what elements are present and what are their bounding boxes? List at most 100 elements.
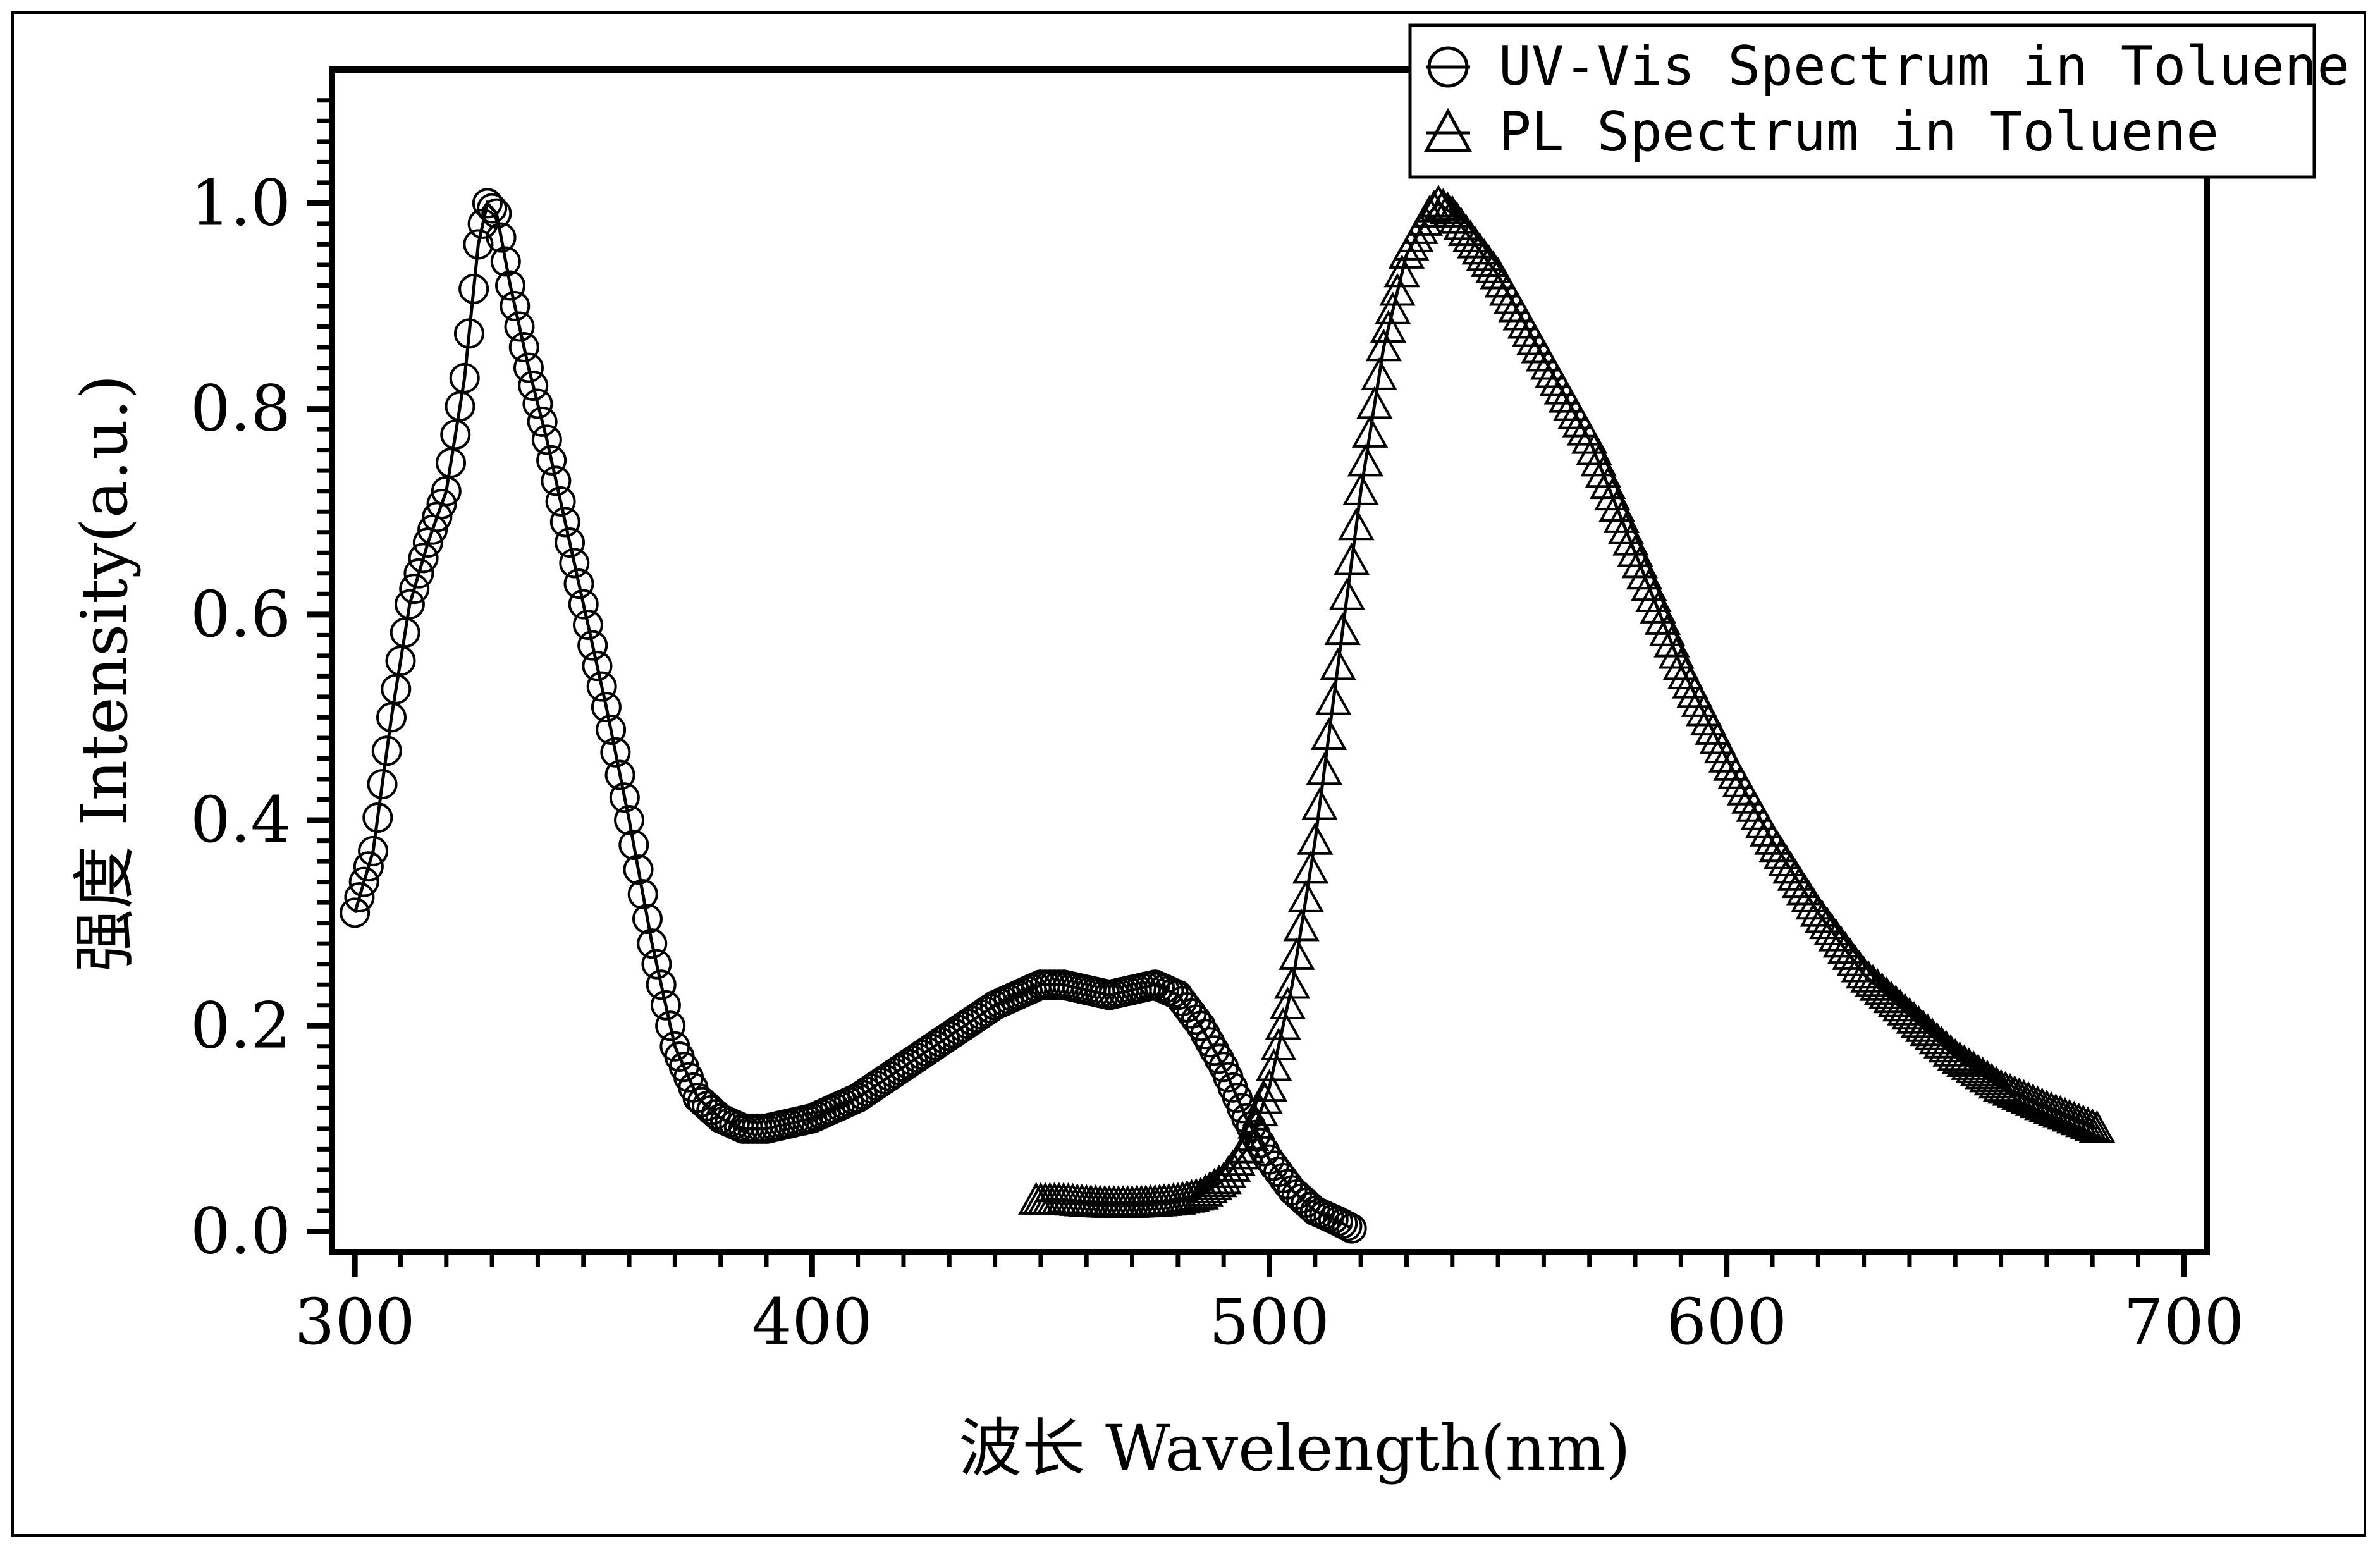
pl-point xyxy=(1425,188,1462,221)
uv-vis-point xyxy=(568,589,599,620)
pl-point xyxy=(1269,986,1306,1019)
pl-point xyxy=(1946,1044,1983,1078)
uv-vis-point xyxy=(627,879,658,910)
plot-markers xyxy=(340,184,2116,1244)
uv-vis-point xyxy=(563,568,594,599)
uv-vis-point xyxy=(572,610,603,641)
pl-point xyxy=(1306,752,1342,785)
legend-symbol-pl xyxy=(1423,108,1473,152)
y-axis-ticks xyxy=(307,98,332,1234)
x-axis-title: 波长 Wavelength(nm) xyxy=(959,1411,1631,1485)
uv-vis-point xyxy=(559,548,590,579)
uv-vis-point xyxy=(555,527,586,558)
pl-point xyxy=(1571,421,1608,454)
pl-point xyxy=(1960,1054,1997,1086)
uv-vis-point xyxy=(527,406,558,437)
uv-vis-point xyxy=(596,714,627,745)
uv-vis-point xyxy=(367,769,398,800)
pl-point xyxy=(1237,1105,1274,1139)
y-tick-label: 0.0 xyxy=(190,1194,291,1268)
uv-vis-point xyxy=(623,854,654,885)
pl-point xyxy=(1923,1026,1960,1059)
y-axis-tick-labels: 0.0 0.2 0.4 0.6 0.8 1.0 xyxy=(190,166,291,1268)
uv-vis-point xyxy=(408,543,439,574)
pl-point xyxy=(1589,466,1626,500)
pl-point xyxy=(1246,1081,1283,1114)
pl-point xyxy=(1379,273,1416,306)
pl-point xyxy=(1612,522,1649,556)
uv-vis-point xyxy=(646,969,677,1000)
uv-vis-point xyxy=(1203,1043,1234,1074)
uv-vis-point xyxy=(344,882,375,912)
uv-vis-point xyxy=(582,651,613,682)
pl-point xyxy=(1287,880,1325,912)
pl-point xyxy=(1877,985,1914,1017)
uv-vis-point xyxy=(1332,1210,1363,1241)
pl-point xyxy=(1635,579,1672,613)
pl-point xyxy=(1228,1130,1265,1164)
uv-vis-point xyxy=(545,486,576,517)
pl-point xyxy=(1941,1041,1978,1074)
uv-vis-point xyxy=(353,851,384,882)
pl-point xyxy=(1347,443,1384,477)
pl-point xyxy=(2074,1108,2111,1141)
uv-vis-point xyxy=(1194,1027,1225,1058)
pl-point xyxy=(1631,568,1667,601)
pl-point xyxy=(1301,787,1338,820)
x-tick-label: 300 xyxy=(295,1285,415,1359)
pl-point xyxy=(1648,613,1686,646)
uv-vis-point xyxy=(449,362,480,393)
pl-point xyxy=(1242,1093,1279,1127)
pl-point xyxy=(1928,1029,1965,1063)
uv-vis-point xyxy=(536,445,567,476)
pl-point xyxy=(1653,624,1690,658)
pl-point xyxy=(1333,542,1370,575)
pl-point xyxy=(1251,1069,1288,1102)
pl-point xyxy=(1964,1056,2001,1090)
pl-point xyxy=(1910,1013,1946,1047)
uv-vis-point xyxy=(591,692,622,723)
uv-vis-point xyxy=(453,318,484,349)
pl-point xyxy=(1351,415,1389,448)
pl-point xyxy=(1978,1066,2015,1099)
pl-point xyxy=(1932,1034,1969,1067)
uv-vis-point xyxy=(600,737,631,768)
pl-point xyxy=(1320,647,1356,680)
pl-point xyxy=(1598,489,1635,522)
uv-vis-point xyxy=(472,188,503,219)
pl-point xyxy=(1310,717,1347,750)
y-tick-label: 0.8 xyxy=(190,372,291,446)
pl-point xyxy=(2070,1106,2106,1140)
uv-vis-point xyxy=(508,332,539,363)
pl-point xyxy=(1283,908,1320,942)
legend-symbol-uv-vis xyxy=(1426,46,1470,88)
uv-vis-point xyxy=(586,671,617,702)
pl-point xyxy=(1342,472,1379,505)
x-tick-label: 700 xyxy=(2123,1285,2244,1359)
pl-point xyxy=(1937,1038,1973,1071)
pl-point xyxy=(1882,988,1919,1022)
series-line-0 xyxy=(353,200,1353,1230)
pl-point xyxy=(1338,507,1375,541)
pl-point xyxy=(1585,455,1622,488)
uv-vis-point xyxy=(614,805,645,836)
uv-vis-point xyxy=(1190,1019,1221,1050)
pl-point xyxy=(1640,591,1676,624)
pl-point xyxy=(1617,534,1653,567)
uv-vis-point xyxy=(340,897,371,928)
uv-vis-point xyxy=(541,465,572,496)
pl-point xyxy=(1969,1059,2006,1093)
uv-vis-point xyxy=(522,388,553,419)
uv-vis-point xyxy=(394,589,425,620)
uv-vis-point xyxy=(641,949,672,980)
pl-point xyxy=(1905,1009,1942,1042)
uv-vis-point xyxy=(604,759,635,790)
uv-vis-point xyxy=(513,352,544,383)
uv-vis-point xyxy=(481,198,512,229)
pl-point xyxy=(1315,682,1352,715)
pl-point xyxy=(1356,386,1393,419)
uv-vis-point xyxy=(650,990,681,1021)
y-axis-title: 强度 Intensity(a.u.) xyxy=(68,374,142,972)
uv-vis-point xyxy=(477,193,508,224)
